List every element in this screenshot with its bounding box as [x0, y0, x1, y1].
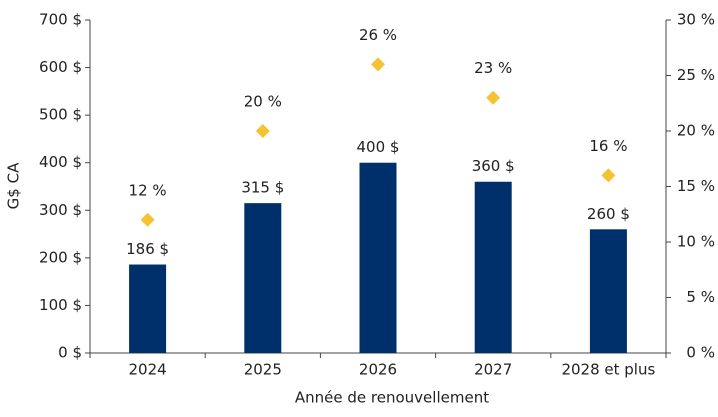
y-tick-label: 0 $ [58, 344, 82, 362]
point-value-label: 16 % [589, 137, 627, 155]
bar [589, 229, 627, 353]
y2-tick-label: 5 % [686, 288, 715, 306]
y2-tick-label: 25 % [677, 66, 715, 84]
bar-value-label: 260 $ [587, 205, 630, 223]
y2-tick-label: 15 % [677, 177, 715, 195]
y2-tick-label: 30 % [677, 11, 715, 29]
y-tick-label: 400 $ [39, 153, 82, 171]
diamond-marker [486, 90, 501, 105]
x-tick-label: 2026 [359, 361, 397, 379]
y-tick-label: 500 $ [39, 106, 82, 124]
bar-value-label: 186 $ [126, 240, 169, 258]
y-tick-label: 600 $ [39, 58, 82, 76]
diamond-marker [255, 124, 270, 138]
y-tick-label: 200 $ [39, 248, 82, 266]
y2-tick-label: 10 % [677, 233, 715, 251]
point-value-label: 12 % [129, 181, 167, 199]
bar [359, 162, 397, 353]
x-tick-label: 2024 [129, 361, 167, 379]
diamond-marker [140, 212, 155, 227]
y-axis-title: G$ CA [5, 162, 23, 209]
x-tick-label: 2028 et plus [561, 361, 655, 379]
y-tick-label: 700 $ [39, 11, 82, 29]
diamond-marker [601, 168, 616, 183]
bar-value-label: 315 $ [241, 179, 284, 197]
y2-tick-label: 20 % [677, 122, 715, 140]
point-value-label: 20 % [244, 93, 282, 111]
bar [129, 264, 167, 353]
bar-value-label: 360 $ [472, 157, 515, 175]
bar [474, 181, 512, 353]
point-value-label: 26 % [359, 26, 397, 44]
y-tick-label: 300 $ [39, 201, 82, 219]
diamond-marker [371, 57, 385, 72]
point-value-label: 23 % [474, 59, 512, 77]
x-axis-title: Année de renouvellement [295, 389, 489, 407]
x-tick-label: 2027 [474, 361, 512, 379]
bar [244, 203, 282, 353]
x-tick-label: 2025 [244, 361, 282, 379]
y2-tick-label: 0 % [686, 344, 715, 362]
bar-value-label: 400 $ [357, 138, 400, 156]
y-tick-label: 100 $ [39, 296, 82, 314]
